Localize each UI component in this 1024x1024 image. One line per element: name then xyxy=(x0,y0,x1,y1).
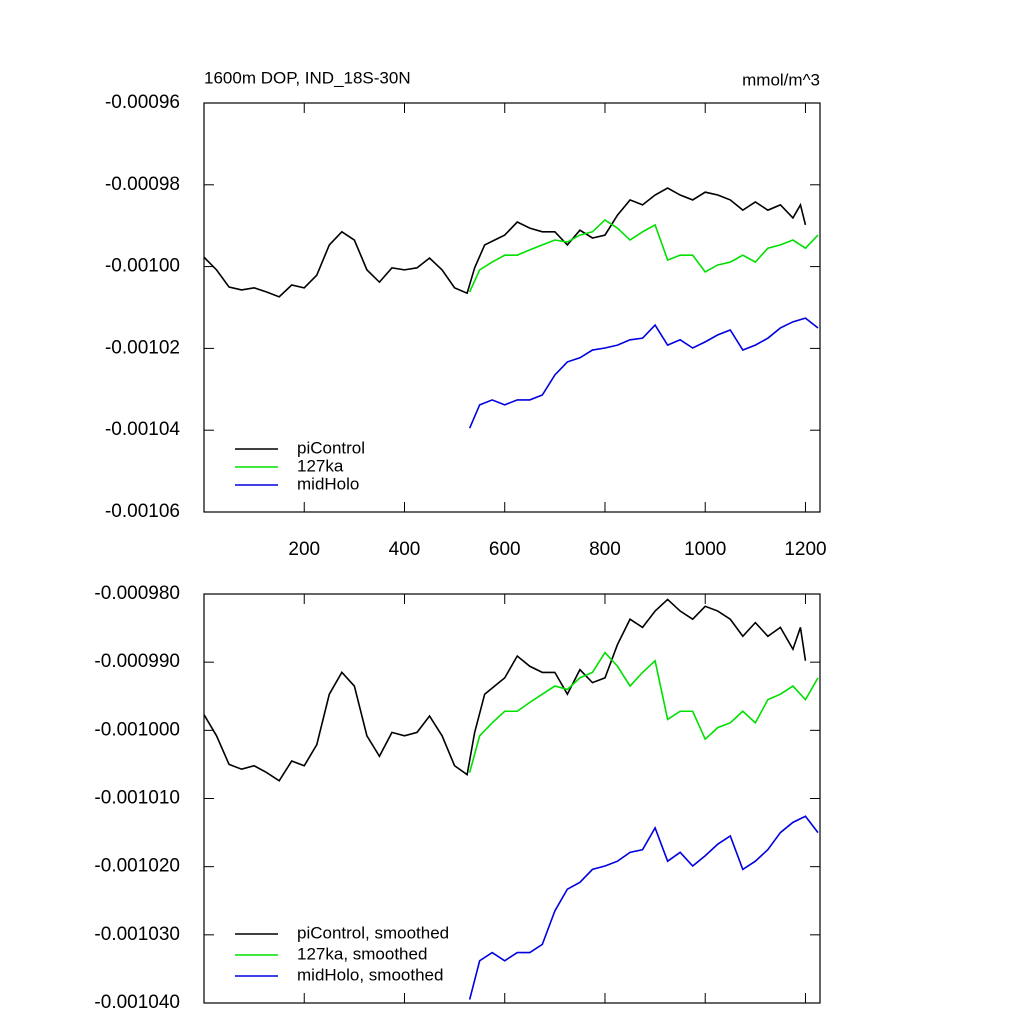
legend-label: piControl xyxy=(297,438,365,457)
legend-label: midHolo xyxy=(297,474,359,493)
y-tick-label: -0.000980 xyxy=(94,583,180,604)
data-line xyxy=(468,317,819,429)
plot-frame xyxy=(203,593,821,1004)
legend-label: 127ka, smoothed xyxy=(297,944,427,963)
plot-area xyxy=(204,598,819,1000)
y-tick-label: -0.001020 xyxy=(94,856,180,877)
y-tick-label: -0.00106 xyxy=(105,501,180,522)
y-tick-label: -0.000990 xyxy=(94,651,180,672)
x-tick-label: 800 xyxy=(589,539,621,560)
plot-area xyxy=(204,187,819,429)
x-tick-label: 1200 xyxy=(784,539,826,560)
y-tick-label: -0.00100 xyxy=(105,256,180,277)
chart-title: 1600m DOP, IND_18S-30N xyxy=(204,68,411,87)
legend-label: piControl, smoothed xyxy=(297,923,449,942)
y-tick-label: -0.001000 xyxy=(94,719,180,740)
plot-frame xyxy=(203,102,821,513)
x-tick-label: 600 xyxy=(489,539,521,560)
y-tick-label: -0.00104 xyxy=(105,419,180,440)
units-label: mmol/m^3 xyxy=(742,70,820,89)
legend-label: 127ka xyxy=(297,456,344,475)
x-tick-label: 200 xyxy=(288,539,320,560)
y-tick-label: -0.00096 xyxy=(105,92,180,113)
y-tick-label: -0.001010 xyxy=(94,788,180,809)
data-line xyxy=(204,187,807,298)
y-tick-label: -0.001030 xyxy=(94,924,180,945)
data-line xyxy=(468,815,819,1000)
legend-label: midHolo, smoothed xyxy=(297,965,443,984)
data-line xyxy=(468,218,819,293)
x-tick-label: 400 xyxy=(389,539,421,560)
y-tick-label: -0.00102 xyxy=(105,337,180,358)
y-tick-label: -0.00098 xyxy=(105,174,180,195)
y-tick-label: -0.001040 xyxy=(94,992,180,1013)
x-tick-label: 1000 xyxy=(684,539,726,560)
data-line xyxy=(468,651,819,773)
data-line xyxy=(204,598,807,782)
